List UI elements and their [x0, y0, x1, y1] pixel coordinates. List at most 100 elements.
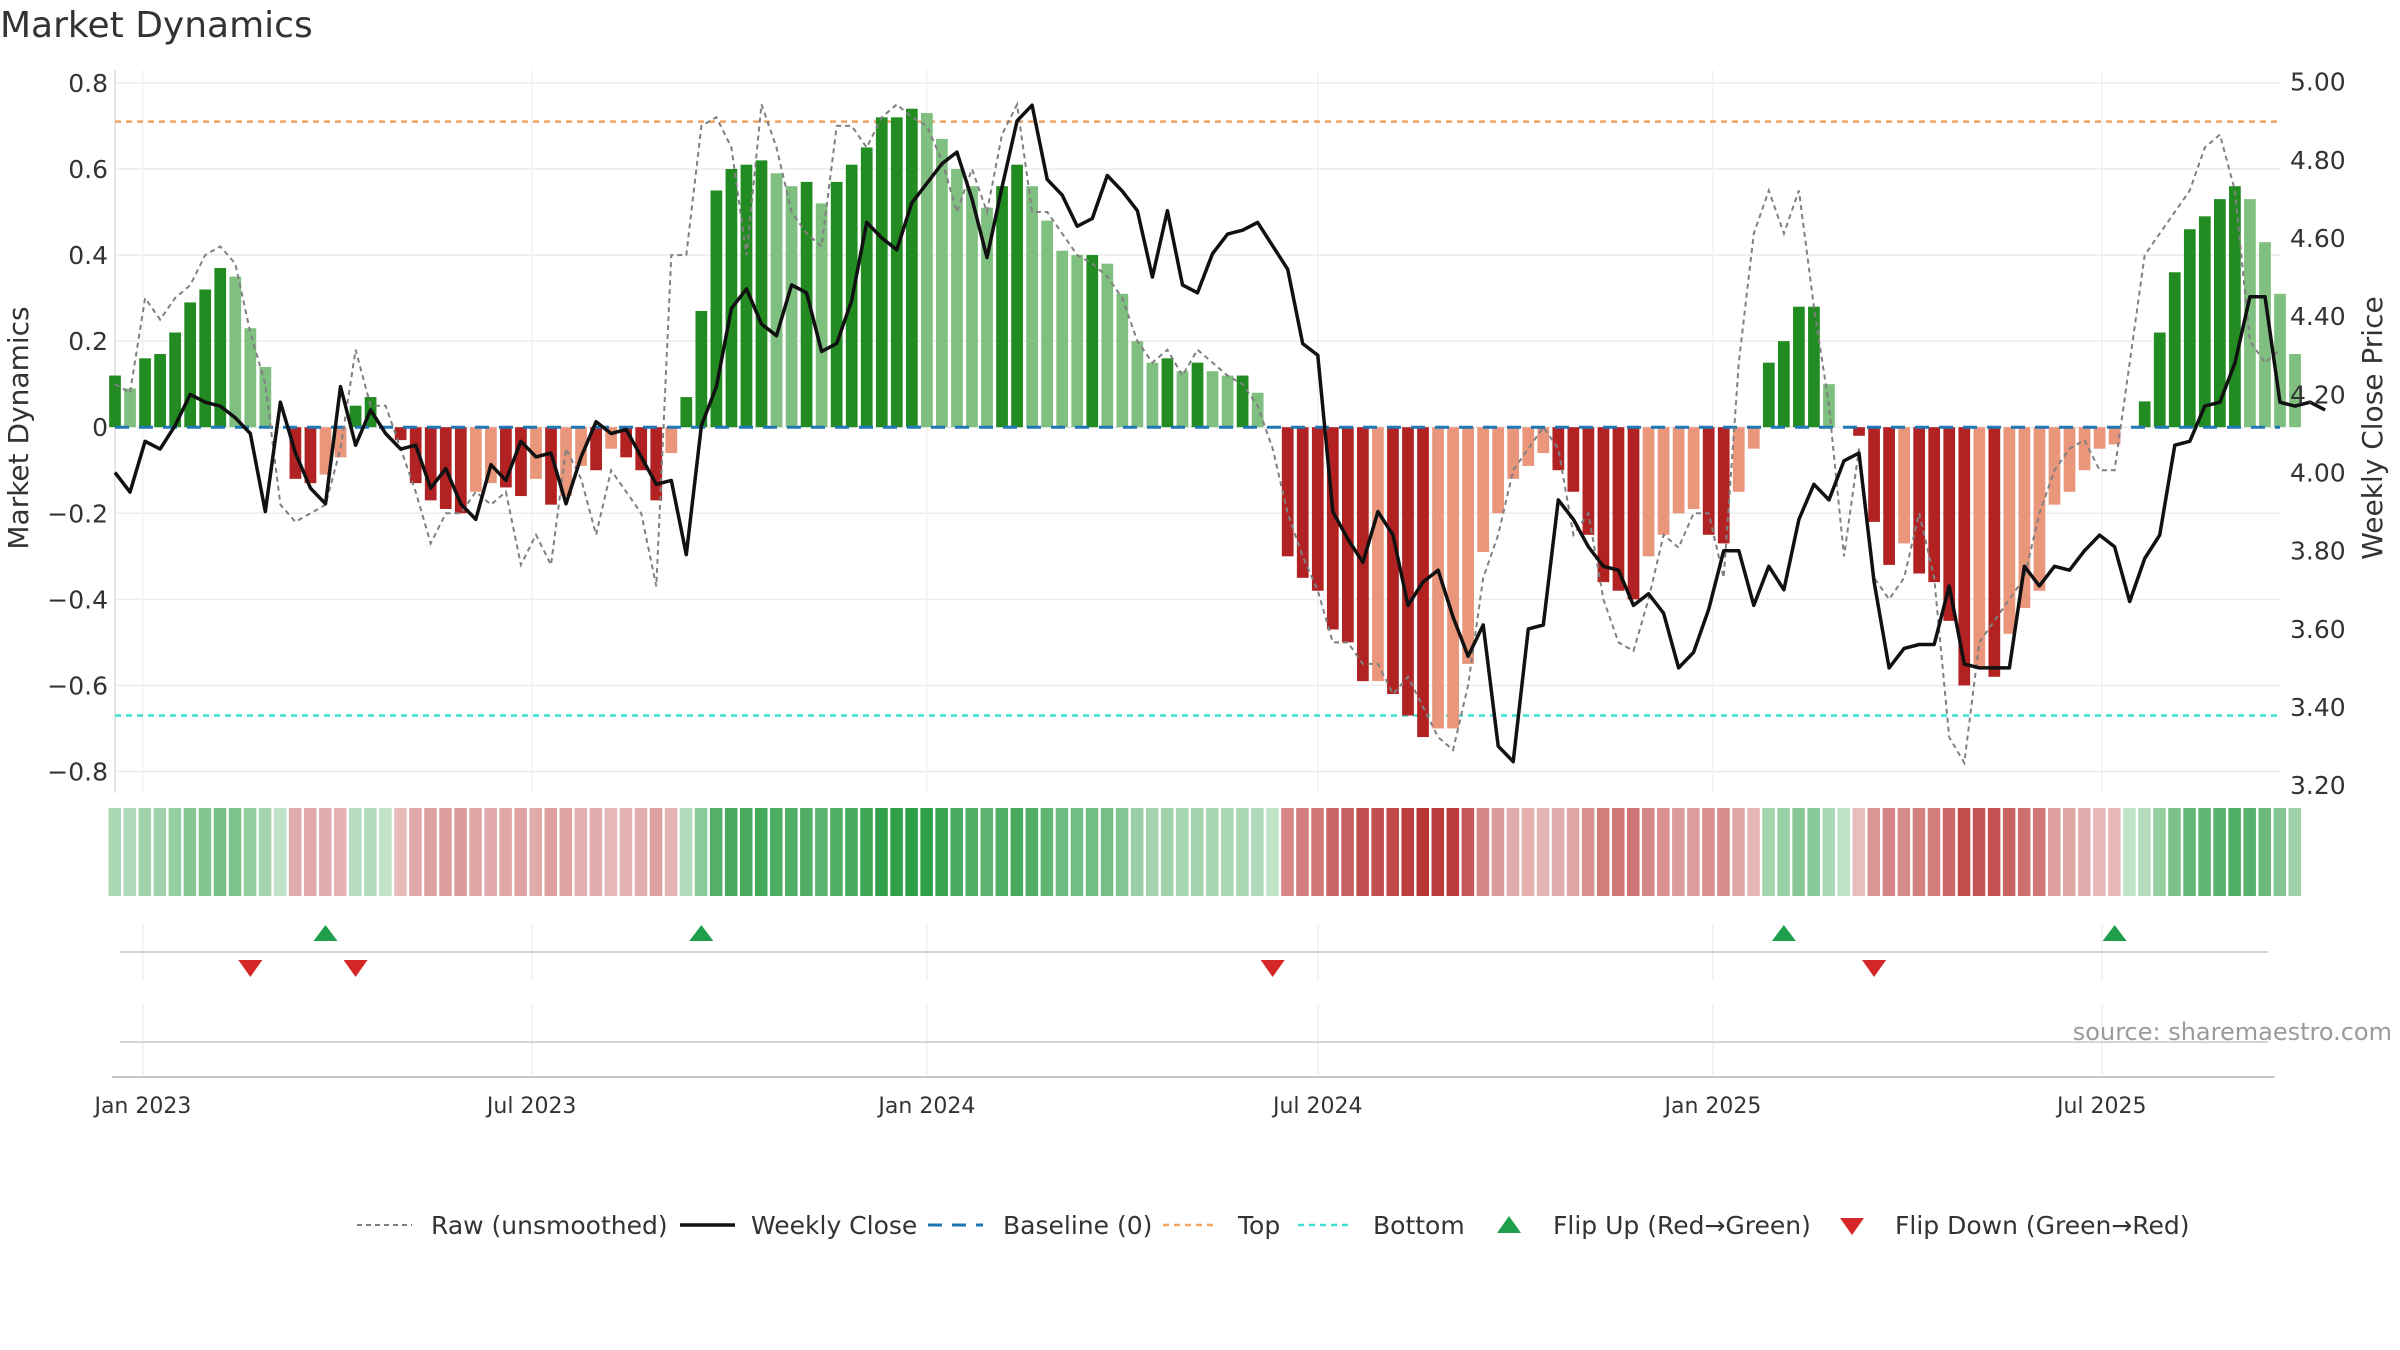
regime-cell	[183, 808, 197, 896]
legend-flip-up-swatch	[1497, 1216, 1521, 1233]
dynamics-bar	[124, 388, 136, 428]
regime-cell	[258, 808, 272, 896]
dynamics-bar	[1191, 362, 1204, 428]
dynamics-bar	[590, 427, 602, 471]
flip-down-marker	[1862, 960, 1887, 977]
dynamics-bar	[169, 332, 182, 428]
x-tick-label: Jul 2023	[485, 1094, 577, 1119]
left-tick-label: 0.2	[68, 327, 108, 356]
regime-cell	[995, 808, 1009, 896]
dynamics-bar	[1281, 427, 1294, 557]
dynamics-bar	[1402, 427, 1414, 716]
regime-cell	[1807, 808, 1820, 896]
regime-cell	[1010, 808, 1024, 896]
regime-cell	[905, 808, 918, 896]
dynamics-bar	[1973, 427, 1986, 669]
regime-cell	[980, 808, 994, 896]
x-axis-ticks: Jan 2023 Jul 2023 Jan 2024 Jul 2024 Jan 2025…	[92, 1094, 2146, 1119]
dynamics-bar	[800, 181, 813, 428]
regime-cell	[664, 808, 678, 896]
regime-cell	[1115, 808, 1129, 896]
dynamics-bar	[154, 354, 166, 428]
regime-cell	[439, 808, 452, 896]
regime-cell	[1747, 808, 1760, 896]
dynamics-bar	[1387, 427, 1399, 695]
regime-cell	[935, 808, 948, 896]
dynamics-bar	[1447, 427, 1459, 729]
legend-label: Flip Up (Red→Green)	[1553, 1211, 1811, 1240]
right-tick-label: 3.40	[2290, 693, 2346, 722]
dynamics-bar	[1131, 341, 1144, 428]
regime-cell	[138, 808, 152, 896]
regime-cell	[1536, 808, 1550, 896]
regime-cell	[1461, 808, 1475, 896]
right-tick-label: 3.80	[2290, 537, 2346, 566]
dynamics-bar	[1176, 371, 1189, 428]
dynamics-bar	[184, 302, 197, 428]
x-tick-label: Jan 2024	[876, 1094, 975, 1119]
regime-cell	[1130, 808, 1144, 896]
dynamics-bar	[139, 358, 151, 428]
regime-cell	[168, 808, 182, 896]
dynamics-bar	[500, 427, 512, 488]
dynamics-bar	[1372, 427, 1384, 682]
regime-cell	[649, 808, 663, 896]
dynamics-bar	[2183, 229, 2196, 428]
dynamics-bar	[1056, 250, 1069, 428]
regime-cell	[815, 808, 828, 896]
dynamics-bar	[1672, 427, 1685, 514]
regime-cell	[1175, 808, 1189, 896]
x-tick-label: Jan 2023	[92, 1094, 191, 1119]
regime-cell	[1416, 808, 1430, 896]
dynamics-bar	[936, 138, 948, 428]
legend-item-raw: Raw (unsmoothed)	[357, 1211, 668, 1240]
dynamics-bar	[605, 427, 618, 449]
regime-cell	[349, 808, 362, 896]
dynamics-bar	[469, 427, 482, 492]
right-axis-ticks: 5.00 4.80 4.60 4.40 4.20 4.00 3.80 3.60 3.40 3.20	[2290, 68, 2346, 800]
legend-item-bottom: Bottom	[1298, 1211, 1465, 1240]
regime-cell	[1972, 808, 1986, 896]
dynamics-bar	[1747, 427, 1760, 449]
dynamics-bar	[334, 427, 347, 458]
dynamics-bar	[1913, 427, 1926, 574]
dynamics-bar	[2063, 427, 2076, 492]
regime-cell	[920, 808, 933, 896]
legend-label: Baseline (0)	[1003, 1211, 1152, 1240]
dynamics-bar	[1311, 427, 1324, 591]
regime-cell	[845, 808, 858, 896]
regime-cell	[1251, 808, 1264, 896]
regime-cell	[288, 808, 302, 896]
dynamics-bar	[2244, 199, 2256, 428]
dynamics-bar	[2048, 427, 2061, 505]
dynamics-bar	[319, 427, 332, 475]
regime-cell	[950, 808, 963, 896]
regime-cell	[860, 808, 873, 896]
regime-cell	[634, 808, 648, 896]
left-tick-label: 0.8	[68, 69, 108, 98]
regime-cell	[1431, 808, 1445, 896]
dynamics-bar	[1116, 293, 1129, 428]
regime-cell	[303, 808, 317, 896]
chart-title: Market Dynamics	[0, 5, 313, 46]
x-tick-label: Jan 2025	[1663, 1094, 1762, 1119]
dynamics-bar	[2198, 216, 2211, 428]
regime-cell	[2288, 808, 2302, 896]
left-axis-ticks: 0.8 0.6 0.4 0.2 0 −0.2 −0.4 −0.6 −0.8	[47, 69, 108, 787]
legend-item-close: Weekly Close	[680, 1211, 917, 1240]
regime-cell	[1702, 808, 1715, 896]
regime-cell	[1732, 808, 1745, 896]
regime-cell	[559, 808, 573, 896]
regime-cell	[1717, 808, 1730, 896]
dynamics-bar	[1808, 306, 1820, 428]
left-tick-label: 0.6	[68, 155, 108, 184]
regime-cell	[1942, 808, 1956, 896]
legend-item-baseline: Baseline (0)	[928, 1211, 1152, 1240]
regime-cell	[1341, 808, 1354, 896]
dynamics-bar	[1071, 255, 1084, 428]
dynamics-bar	[1522, 427, 1535, 466]
dynamics-bar	[1777, 341, 1790, 428]
regime-cell	[334, 808, 347, 896]
dynamics-bar	[1868, 427, 1880, 522]
dynamics-bar	[680, 397, 693, 428]
